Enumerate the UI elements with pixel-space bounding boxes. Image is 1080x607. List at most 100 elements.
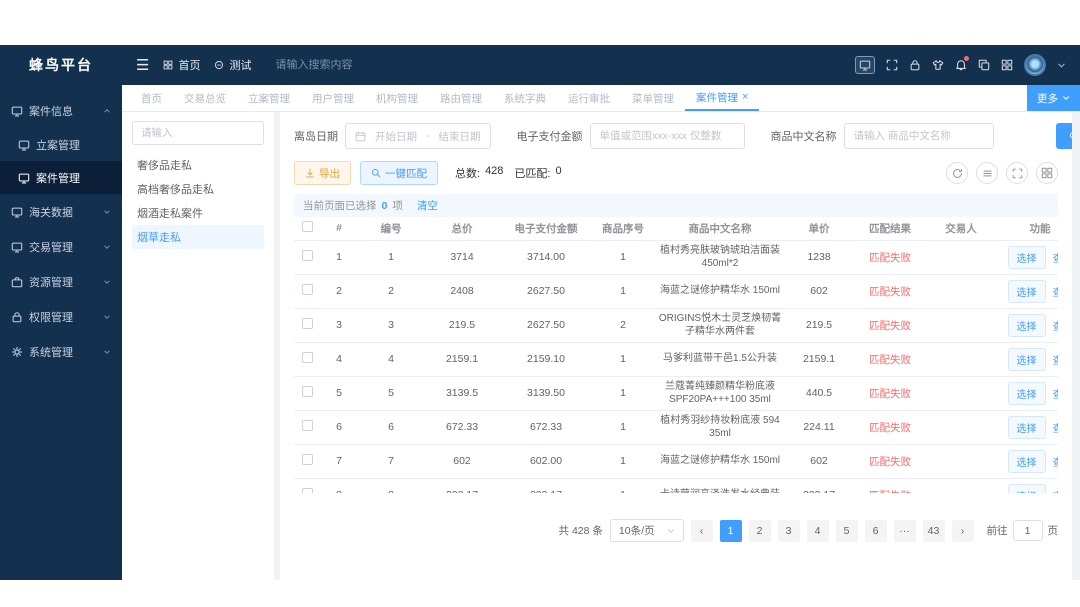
search-button[interactable]: 搜索	[1055, 123, 1072, 149]
chevron-down-icon[interactable]	[1057, 61, 1066, 70]
tab-菜单管理[interactable]: 菜单管理	[621, 85, 685, 111]
sidebar-item-系统管理[interactable]: 系统管理	[0, 334, 122, 369]
select-button[interactable]: 选择	[1007, 347, 1046, 371]
top-bar-icons	[855, 54, 1066, 76]
theme-icon[interactable]	[932, 59, 944, 71]
tab-系统字典[interactable]: 系统字典	[493, 85, 557, 111]
one-click-match-button[interactable]: 一键匹配	[360, 161, 438, 185]
tab-label: 首页	[141, 92, 162, 105]
category-item-烟酒走私案件[interactable]: 烟酒走私案件	[137, 208, 203, 220]
category-item-奢侈品走私[interactable]: 奢侈品走私	[137, 160, 192, 172]
row-checkbox[interactable]	[301, 318, 313, 329]
sidebar-item-案件信息[interactable]: 案件信息	[0, 93, 122, 128]
sidebar-item-交易管理[interactable]: 交易管理	[0, 229, 122, 264]
export-button[interactable]: 导出	[294, 161, 351, 185]
density-icon[interactable]	[976, 162, 998, 184]
column-settings-icon[interactable]	[1036, 162, 1058, 184]
epay-amount-input[interactable]	[589, 123, 745, 149]
prev-page-button[interactable]: ‹	[690, 519, 713, 542]
nav-item-首页[interactable]: 首页	[163, 57, 200, 73]
view-link[interactable]: 查看	[1053, 420, 1059, 435]
product-name-input[interactable]	[843, 123, 994, 149]
hamburger-menu-icon[interactable]: ☰	[136, 57, 150, 74]
row-function-cell: 选择查看	[994, 274, 1059, 309]
chevron-down-icon	[1063, 96, 1069, 100]
chevron-down-icon	[103, 243, 111, 251]
user-avatar[interactable]	[1024, 54, 1046, 76]
category-item-烟草走私[interactable]: 烟草走私	[132, 225, 264, 249]
row-function-cell: 选择查看	[994, 308, 1059, 343]
page-size-select[interactable]: 10条/页	[609, 519, 684, 542]
row-checkbox[interactable]	[301, 454, 313, 465]
view-link[interactable]: 查看	[1053, 284, 1059, 299]
select-button[interactable]: 选择	[1007, 381, 1046, 405]
page-button-4[interactable]: 4	[806, 519, 829, 542]
tab-路由管理[interactable]: 路由管理	[429, 85, 493, 111]
tab-交易总览[interactable]: 交易总览	[173, 85, 237, 111]
circle-icon	[214, 60, 224, 70]
row-checkbox[interactable]	[301, 284, 313, 295]
fullscreen-icon[interactable]	[886, 59, 898, 71]
global-search-input[interactable]	[275, 59, 426, 71]
page-button-5[interactable]: 5	[835, 519, 858, 542]
page-button-1[interactable]: 1	[719, 519, 742, 542]
clear-selection-link[interactable]: 清空	[416, 200, 438, 212]
row-checkbox[interactable]	[301, 250, 313, 261]
view-link[interactable]: 查看	[1053, 318, 1059, 333]
monitor-icon[interactable]	[855, 56, 875, 74]
sidebar-subitem-立案管理[interactable]: 立案管理	[0, 128, 122, 161]
fullscreen-icon[interactable]	[1006, 162, 1028, 184]
page-button-2[interactable]: 2	[748, 519, 771, 542]
select-button[interactable]: 选择	[1007, 279, 1046, 303]
lock-icon[interactable]	[909, 59, 921, 71]
table-row: 88233.17233.171卡诗营润亮泽洗发水经典装233.17匹配失败选择查…	[294, 478, 1058, 493]
refresh-icon[interactable]	[946, 162, 968, 184]
tab-用户管理[interactable]: 用户管理	[301, 85, 365, 111]
view-link[interactable]: 查看	[1053, 454, 1059, 469]
select-button[interactable]: 选择	[1007, 415, 1046, 439]
tab-首页[interactable]: 首页	[130, 85, 173, 111]
date-range-picker[interactable]: 开始日期 - 结束日期	[345, 123, 491, 149]
view-link[interactable]: 查看	[1053, 488, 1059, 494]
page-button-43[interactable]: 43	[922, 519, 945, 542]
tab-运行审批[interactable]: 运行审批	[557, 85, 621, 111]
view-link[interactable]: 查看	[1053, 352, 1059, 367]
row-checkbox[interactable]	[301, 386, 313, 397]
row-epay: 602.00	[500, 444, 592, 479]
sidebar-subitem-案件管理[interactable]: 案件管理	[0, 161, 122, 194]
close-icon[interactable]: ×	[742, 90, 749, 103]
more-tabs-button[interactable]: 更多	[1027, 85, 1080, 111]
sidebar-item-资源管理[interactable]: 资源管理	[0, 264, 122, 299]
row-checkbox[interactable]	[301, 352, 313, 363]
nav-item-测试[interactable]: 测试	[214, 57, 251, 73]
sidebar-item-label: 系统管理	[29, 346, 73, 359]
header-checkbox[interactable]	[301, 221, 313, 233]
category-list: 奢侈品走私高档奢侈品走私 烟酒走私案件烟草走私	[132, 153, 264, 249]
select-button[interactable]: 选择	[1007, 313, 1046, 337]
copy-icon[interactable]	[978, 59, 990, 71]
tab-机构管理[interactable]: 机构管理	[365, 85, 429, 111]
row-checkbox-cell	[294, 376, 320, 411]
column-header-匹配结果: 匹配结果	[852, 217, 928, 241]
select-button[interactable]: 选择	[1007, 449, 1046, 473]
bell-icon[interactable]	[955, 56, 969, 71]
row-checkbox[interactable]	[301, 420, 313, 431]
tab-立案管理[interactable]: 立案管理	[237, 85, 301, 111]
sidebar-item-海关数据[interactable]: 海关数据	[0, 194, 122, 229]
category-search-input[interactable]	[132, 121, 264, 145]
apps-icon[interactable]	[1001, 59, 1013, 71]
tab-案件管理[interactable]: 案件管理 ×	[685, 85, 760, 111]
goto-page-input[interactable]	[1012, 520, 1043, 541]
sidebar-item-权限管理[interactable]: 权限管理	[0, 299, 122, 334]
briefcase-icon	[11, 276, 23, 288]
view-link[interactable]: 查看	[1053, 250, 1059, 265]
view-link[interactable]: 查看	[1053, 386, 1059, 401]
page-button-6[interactable]: 6	[864, 519, 887, 542]
page-button-3[interactable]: 3	[777, 519, 800, 542]
next-page-button[interactable]: ›	[951, 519, 974, 542]
category-item-高档奢侈品走私[interactable]: 高档奢侈品走私	[137, 184, 214, 196]
tab-label: 菜单管理	[632, 92, 674, 105]
select-button[interactable]: 选择	[1007, 483, 1046, 493]
row-checkbox[interactable]	[301, 488, 313, 493]
select-button[interactable]: 选择	[1007, 245, 1046, 269]
